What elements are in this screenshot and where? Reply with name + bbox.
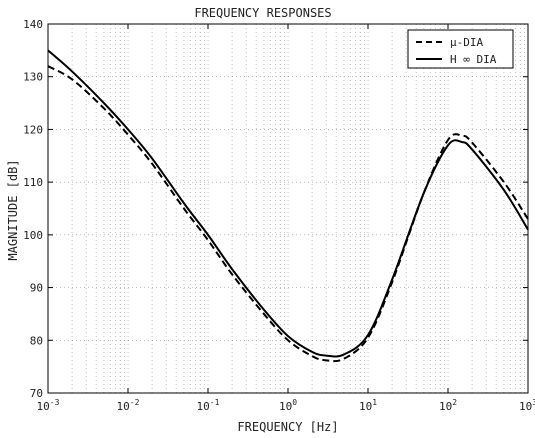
x-tick-label: 10-2 [117,398,140,413]
grid-lines [48,24,528,393]
series-line-hinf-dia [47,49,529,358]
y-tick-label: 140 [23,18,43,31]
x-tick-label: 102 [439,398,457,413]
y-tick-label: 100 [23,229,43,242]
x-tick-label: 103 [519,398,535,413]
legend: μ-DIA H ∞ DIA [407,29,514,69]
legend-label-mu-dia: μ-DIA [450,36,483,49]
y-tick-label: 130 [23,71,43,84]
y-tick-label: 70 [30,387,43,400]
x-tick-label: 101 [359,398,377,413]
x-axis-label: FREQUENCY [Hz] [237,420,338,434]
legend-label-hinf-dia: H ∞ DIA [450,53,497,66]
y-tick-label: 90 [30,282,43,295]
chart-title: FREQUENCY RESPONSES [194,6,331,20]
y-tick-label: 110 [23,176,43,189]
y-tick-label: 80 [30,334,43,347]
series-line-mu-dia [47,65,529,363]
y-tick-label: 120 [23,123,43,136]
series-curves [47,49,529,363]
legend-box [407,29,514,69]
x-tick-label: 10-1 [197,398,220,413]
y-axis-label: MAGNITUDE [dB] [6,159,20,260]
x-tick-label: 10-3 [37,398,60,413]
x-tick-label: 100 [279,398,297,413]
axis-ticks: 70 80 90 100 110 120 130 140 10-3 10-2 10-1 100 101 1… [23,18,535,413]
